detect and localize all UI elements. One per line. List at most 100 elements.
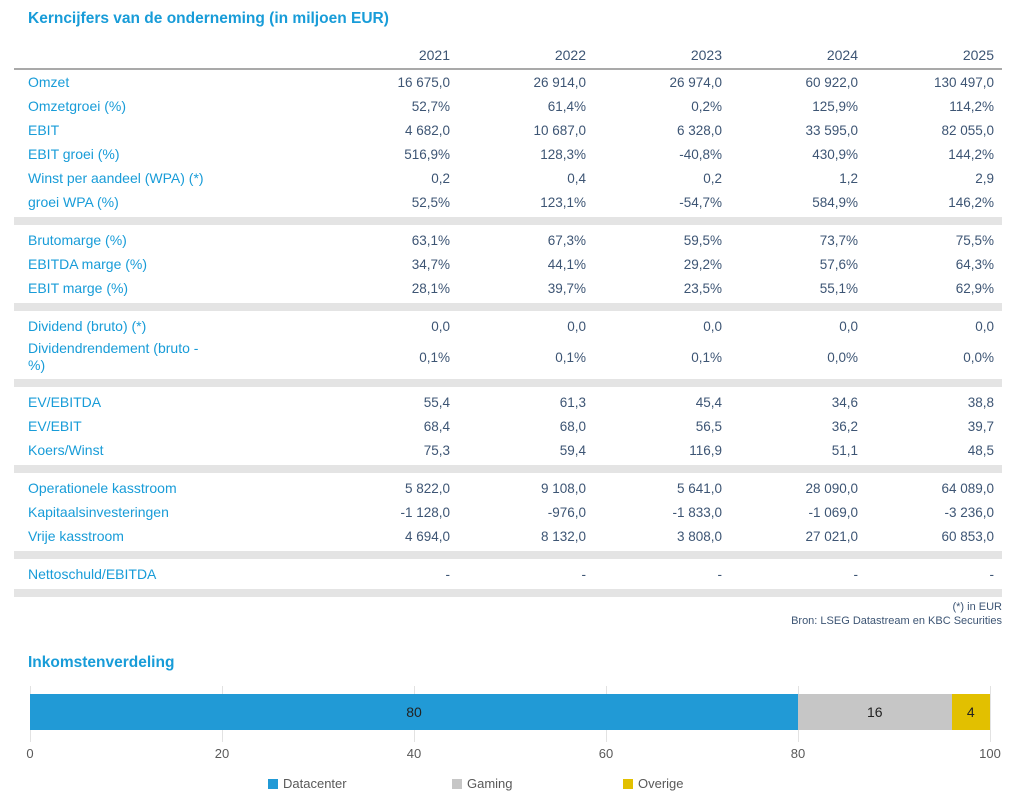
year-header: 2022 bbox=[554, 47, 586, 63]
cell-value: 0,2 bbox=[431, 170, 450, 186]
cell-value: 116,9 bbox=[689, 442, 722, 458]
cell-value: 130 497,0 bbox=[933, 74, 994, 90]
cell-value: - bbox=[445, 566, 451, 582]
cell-value: 0,1% bbox=[419, 349, 450, 365]
cell-value: 6 328,0 bbox=[676, 122, 722, 138]
row-label: EV/EBITDA bbox=[28, 394, 102, 410]
cell-value: 125,9% bbox=[812, 98, 858, 114]
footnote-in-eur: (*) in EUR bbox=[952, 601, 1002, 613]
table-header-row: 2021 2022 2023 2024 2025 bbox=[14, 42, 1002, 68]
cell-value: 63,1% bbox=[411, 232, 450, 248]
cell-value: 584,9% bbox=[812, 194, 858, 210]
year-header: 2025 bbox=[962, 47, 994, 63]
row-label: EBIT marge (%) bbox=[28, 280, 129, 296]
cell-value: 39,7% bbox=[547, 280, 586, 296]
cell-value: -1 128,0 bbox=[400, 504, 450, 520]
table-row: groei WPA (%) 52,5% 123,1% -54,7% 584,9% 146,… bbox=[14, 190, 1002, 214]
axis-tick-label: 0 bbox=[26, 746, 34, 761]
legend-item: Datacenter bbox=[268, 776, 347, 791]
footnotes: (*) in EUR Bron: LSEG Datastream en KBC … bbox=[14, 600, 1002, 628]
row-label: Brutomarge (%) bbox=[28, 232, 127, 248]
legend-label: Datacenter bbox=[283, 776, 347, 791]
cell-value: 62,9% bbox=[955, 280, 994, 296]
cell-value: 16 675,0 bbox=[397, 74, 450, 90]
row-label: EV/EBIT bbox=[28, 418, 82, 434]
cell-value: 64,3% bbox=[955, 256, 994, 272]
table-row: EBIT marge (%) 28,1% 39,7% 23,5% 55,1% 62,9% bbox=[14, 276, 1002, 300]
table-section: Nettoschuld/EBITDA - - - - - bbox=[14, 562, 1002, 586]
row-label: EBITDA marge (%) bbox=[28, 256, 148, 272]
cell-value: - bbox=[717, 566, 723, 582]
stacked-bar: 80 16 4 bbox=[30, 694, 990, 730]
footnote-source: Bron: LSEG Datastream en KBC Securities bbox=[791, 615, 1002, 627]
table-body: Omzet 16 675,0 26 914,0 26 974,0 60 922,0 130… bbox=[14, 70, 1002, 597]
axis-tick-label: 60 bbox=[598, 746, 614, 761]
bar-segment: 16 bbox=[798, 694, 952, 730]
table-section: EV/EBITDA 55,4 61,3 45,4 34,6 38,8 EV/EBIT 68,4… bbox=[14, 390, 1002, 462]
year-header: 2024 bbox=[826, 47, 858, 63]
table-section: Brutomarge (%) 63,1% 67,3% 59,5% 73,7% 75,5% E… bbox=[14, 228, 1002, 300]
cell-value: 4 682,0 bbox=[404, 122, 450, 138]
row-label: Koers/Winst bbox=[28, 442, 104, 458]
segment-value: 4 bbox=[966, 704, 975, 720]
table-section: Operationele kasstroom 5 822,0 9 108,0 5 64… bbox=[14, 476, 1002, 548]
axis-tick-label: 40 bbox=[406, 746, 422, 761]
year-header: 2021 bbox=[418, 47, 450, 63]
cell-value: 0,0% bbox=[963, 349, 994, 365]
cell-value: 39,7 bbox=[967, 418, 994, 434]
cell-value: - bbox=[581, 566, 587, 582]
cell-value: 0,0 bbox=[567, 318, 586, 334]
row-label: Omzetgroei (%) bbox=[28, 98, 127, 114]
cell-value: -976,0 bbox=[547, 504, 586, 520]
cell-value: 75,3 bbox=[423, 442, 450, 458]
cell-value: - bbox=[853, 566, 859, 582]
table-row: Brutomarge (%) 63,1% 67,3% 59,5% 73,7% 75,5% bbox=[14, 228, 1002, 252]
cell-value: 9 108,0 bbox=[540, 480, 586, 496]
row-label: groei WPA (%) bbox=[28, 194, 119, 210]
cell-value: 34,7% bbox=[411, 256, 450, 272]
cell-value: 51,1 bbox=[831, 442, 858, 458]
cell-value: 82 055,0 bbox=[941, 122, 994, 138]
row-label: EBIT groei (%) bbox=[28, 146, 120, 162]
row-label: Winst per aandeel (WPA) (*) bbox=[28, 170, 204, 186]
table-title: Kerncijfers van de onderneming (in miljo… bbox=[28, 10, 389, 27]
cell-value: 0,0 bbox=[975, 318, 994, 334]
section-separator bbox=[14, 217, 1002, 225]
section-separator bbox=[14, 379, 1002, 387]
cell-value: 38,8 bbox=[967, 394, 994, 410]
table-row: Nettoschuld/EBITDA - - - - - bbox=[14, 562, 1002, 586]
cell-value: 33 595,0 bbox=[805, 122, 858, 138]
bar-segment: 80 bbox=[30, 694, 798, 730]
stacked-bar-chart: 80 16 4 bbox=[30, 686, 991, 742]
cell-value: -1 833,0 bbox=[672, 504, 722, 520]
section-separator bbox=[14, 303, 1002, 311]
table-row: Vrije kasstroom 4 694,0 8 132,0 3 808,0 27 0… bbox=[14, 524, 1002, 548]
legend-item: Overige bbox=[623, 776, 684, 791]
cell-value: 0,0 bbox=[839, 318, 858, 334]
cell-value: -40,8% bbox=[679, 146, 722, 162]
cell-value: 114,2% bbox=[949, 98, 994, 114]
cell-value: 0,1% bbox=[691, 349, 722, 365]
section-separator bbox=[14, 465, 1002, 473]
row-label: Nettoschuld/EBITDA bbox=[28, 566, 157, 582]
legend-label: Gaming bbox=[467, 776, 513, 791]
cell-value: 430,9% bbox=[812, 146, 858, 162]
table-section: Omzet 16 675,0 26 914,0 26 974,0 60 922,0 130… bbox=[14, 70, 1002, 214]
row-label: Dividend (bruto) (*) bbox=[28, 318, 147, 334]
cell-value: 0,0 bbox=[703, 318, 722, 334]
legend-item: Gaming bbox=[452, 776, 513, 791]
x-axis: 0 20 40 60 80 100 bbox=[26, 746, 1000, 764]
cell-value: 23,5% bbox=[683, 280, 722, 296]
cell-value: 2,9 bbox=[975, 170, 994, 186]
cell-value: 10 687,0 bbox=[533, 122, 586, 138]
bar-segment: 4 bbox=[951, 694, 990, 730]
cell-value: 27 021,0 bbox=[805, 528, 858, 544]
cell-value: 26 974,0 bbox=[669, 74, 722, 90]
cell-value: 0,1% bbox=[555, 349, 586, 365]
cell-value: 0,2% bbox=[691, 98, 722, 114]
cell-value: 60 922,0 bbox=[805, 74, 858, 90]
cell-value: 64 089,0 bbox=[941, 480, 994, 496]
chart-title: Inkomstenverdeling bbox=[28, 654, 175, 671]
cell-value: 28 090,0 bbox=[805, 480, 858, 496]
